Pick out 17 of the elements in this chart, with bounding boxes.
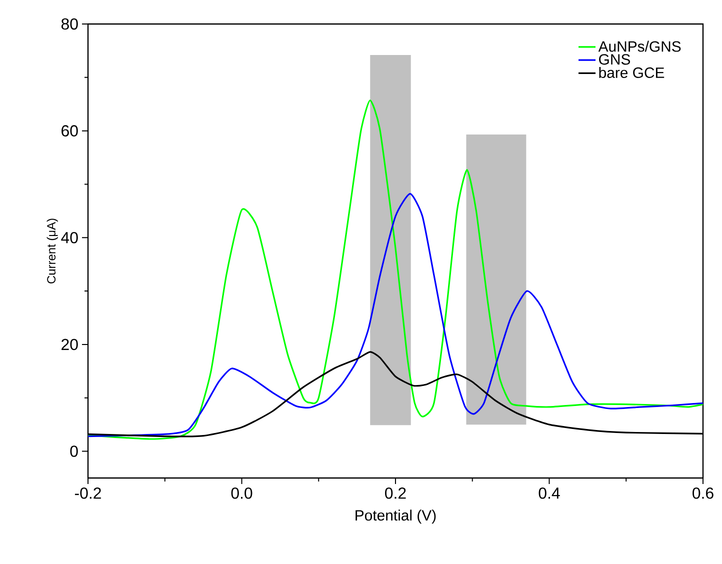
x-axis-title: Potential (V)	[356, 510, 436, 524]
y-axis-title: Current (μA)	[46, 218, 58, 284]
y-tick-label: 40	[61, 232, 78, 244]
legend-label: bare GCE	[599, 67, 664, 78]
line-series	[88, 100, 703, 440]
y-tick-label: 20	[62, 338, 78, 350]
line-series	[88, 193, 703, 438]
x-tick-label: 0.2	[385, 488, 406, 499]
x-tick-label: 0.4	[538, 488, 560, 499]
x-tick-label: 0.0	[231, 488, 252, 499]
x-tick-label: -0.2	[74, 488, 101, 499]
y-tick-label: 0	[70, 446, 78, 457]
x-tick-label: 0.6	[692, 488, 714, 499]
y-tick-label: 60	[62, 125, 78, 136]
legend-label: AuNPs/GNS	[598, 40, 681, 52]
y-tick-label: 80	[61, 18, 78, 30]
legend-label: GNS	[599, 54, 630, 65]
